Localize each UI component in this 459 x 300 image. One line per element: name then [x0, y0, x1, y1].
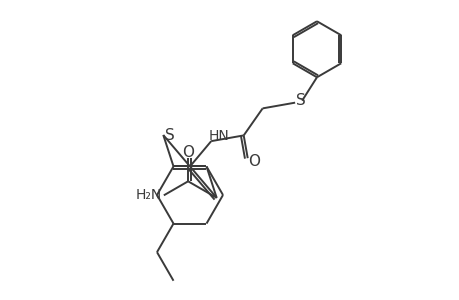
Text: O: O: [247, 154, 259, 169]
Text: H₂N: H₂N: [135, 188, 162, 202]
Text: HN: HN: [208, 129, 229, 143]
Text: S: S: [165, 128, 175, 142]
Text: S: S: [296, 93, 305, 108]
Text: O: O: [182, 145, 194, 160]
